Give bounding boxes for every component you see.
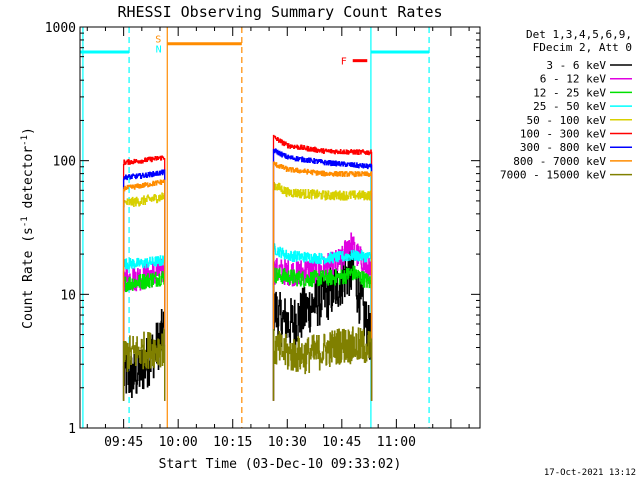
legend-entry-label-7: 300 - 800 keV [520,141,606,154]
y-axis-label-end: ) [21,127,36,135]
y-tick-label-2: 100 [53,155,76,170]
x-tick-label-2: 10:15 [213,435,252,450]
chart-title: RHESSI Observing Summary Count Rates [117,3,442,21]
series-7-trace [122,148,373,401]
x-tick-label-1: 10:00 [159,435,198,450]
series-4-segment-2 [272,243,373,401]
axes-layer: 1 10 100 1000 09:45 10:00 10:15 10:30 10:45 11:00 [45,21,481,450]
x-tick-label-5: 11:00 [377,435,416,450]
legend-entry-label-6: 100 - 300 keV [520,128,606,141]
series-5-segment-2 [272,181,373,401]
x-axis-label: Start Time (03-Dec-10 09:33:02) [159,457,402,472]
y-axis-label-mid: detector [21,146,36,217]
series-9-trace [122,326,373,401]
x-tick-label-0: 09:45 [104,435,143,450]
series-3-trace [122,265,373,401]
series-6-trace [122,134,373,401]
series-9-segment-2 [272,326,373,401]
series-6-segment-2 [272,134,373,401]
y-tick-label-1: 10 [60,288,76,303]
series-3-segment-1 [122,271,166,401]
y-axis-label: Count Rate (s-1 detector-1) [20,127,36,329]
series-8-trace [122,161,373,401]
series-4-trace [122,243,373,401]
flags-layer: SN F [80,35,430,68]
legend-header-line-2: FDecim 2, Att 0 [533,41,632,54]
saa-flag-label: S [155,35,161,46]
x-tick-label-3: 10:30 [268,435,307,450]
series-9-segment-1 [122,329,166,401]
legend-entry-label-8: 800 - 7000 keV [513,155,606,168]
y-tick-label-0: 1 [68,422,76,437]
legend-entry-label-5: 50 - 100 keV [527,114,607,127]
series-3-segment-2 [272,265,373,401]
series-6-segment-1 [122,155,166,401]
series-1-segment-1 [122,309,166,401]
series-5-segment-1 [122,191,166,401]
legend-entry-label-4: 25 - 50 keV [533,100,606,113]
timestamp: 17-Oct-2021 13:12 [544,468,636,478]
y-axis-label-sup2: -1 [20,135,30,146]
night-flag-label: N [156,45,162,56]
series-7-segment-1 [122,169,166,401]
legend-entry-label-2: 6 - 12 keV [540,73,607,86]
legend-entry-label-1: 3 - 6 keV [546,59,606,72]
plot-border [79,26,481,429]
series-8-segment-2 [272,161,373,401]
y-axis-label-main: Count Rate (s [21,227,36,329]
legend: Det 1,3,4,5,6,9, FDecim 2, Att 0 3 - 6 k… [500,28,632,182]
y-tick-label-3: 1000 [45,21,76,36]
legend-entry-label-3: 12 - 25 keV [533,86,606,99]
series-8-segment-1 [122,179,166,401]
series-5-trace [122,181,373,401]
legend-header-line-1: Det 1,3,4,5,6,9, [526,28,632,41]
series-4-segment-1 [122,255,166,401]
plot-frame [82,27,430,428]
series-layer [122,134,373,401]
y-axis-label-sup1: -1 [20,216,30,227]
legend-entry-label-9: 7000 - 15000 keV [500,169,606,182]
x-tick-label-4: 10:45 [322,435,361,450]
series-7-segment-2 [272,148,373,401]
flare-flag-label: F [341,57,347,68]
